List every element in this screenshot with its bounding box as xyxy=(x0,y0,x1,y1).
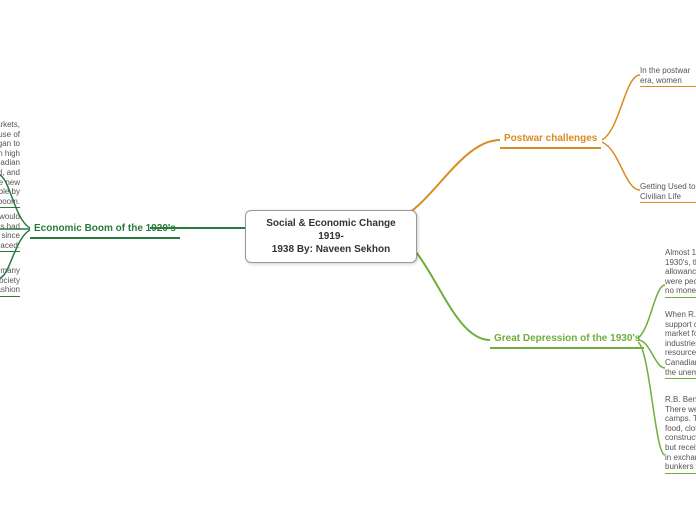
leaf-boom-1[interactable]: Products wouldredit cards hadyment since… xyxy=(0,212,20,252)
leaf-depression-2-text: R.B. Bennet haThere were mecamps. The ca… xyxy=(665,395,696,471)
leaf-depression-2[interactable]: R.B. Bennet haThere were mecamps. The ca… xyxy=(665,395,696,474)
branch-economic-boom-label: Economic Boom of the 1920's xyxy=(34,223,176,234)
leaf-boom-2[interactable]: re manyced to society, fashion xyxy=(0,266,20,297)
leaf-postwar-1-text: Getting Used to Civilian Life xyxy=(640,182,696,201)
mindmap-canvas: Social & Economic Change 1919- 1938 By: … xyxy=(0,0,696,520)
branch-postwar[interactable]: Postwar challenges xyxy=(500,130,601,149)
branch-great-depression[interactable]: Great Depression of the 1930's xyxy=(490,330,644,349)
root-title-line1: Social & Economic Change 1919- xyxy=(266,218,395,242)
leaf-boom-0-text: s, markets,was the cause ofmy began tore… xyxy=(0,120,20,206)
leaf-boom-1-text: Products wouldredit cards hadyment since… xyxy=(0,212,20,250)
leaf-depression-0-text: Almost 1/3 of a1930's, there vallowance,… xyxy=(665,248,696,295)
leaf-boom-2-text: re manyced to society, fashion xyxy=(0,266,20,294)
leaf-postwar-1[interactable]: Getting Used to Civilian Life xyxy=(640,182,696,203)
leaf-postwar-0[interactable]: In the postwar era, women xyxy=(640,66,696,87)
leaf-depression-0[interactable]: Almost 1/3 of a1930's, there vallowance,… xyxy=(665,248,696,298)
leaf-depression-1-text: When R.B. Bensupport compamarket for goo… xyxy=(665,310,696,377)
leaf-boom-0[interactable]: s, markets,was the cause ofmy began tore… xyxy=(0,120,20,208)
root-title-line2: 1938 By: Naveen Sekhon xyxy=(272,244,390,255)
root-node[interactable]: Social & Economic Change 1919- 1938 By: … xyxy=(245,210,417,263)
branch-great-depression-label: Great Depression of the 1930's xyxy=(494,333,640,344)
branch-postwar-label: Postwar challenges xyxy=(504,133,597,144)
leaf-postwar-0-text: In the postwar era, women xyxy=(640,66,690,85)
leaf-depression-1[interactable]: When R.B. Bensupport compamarket for goo… xyxy=(665,310,696,379)
branch-economic-boom[interactable]: Economic Boom of the 1920's xyxy=(30,220,180,239)
